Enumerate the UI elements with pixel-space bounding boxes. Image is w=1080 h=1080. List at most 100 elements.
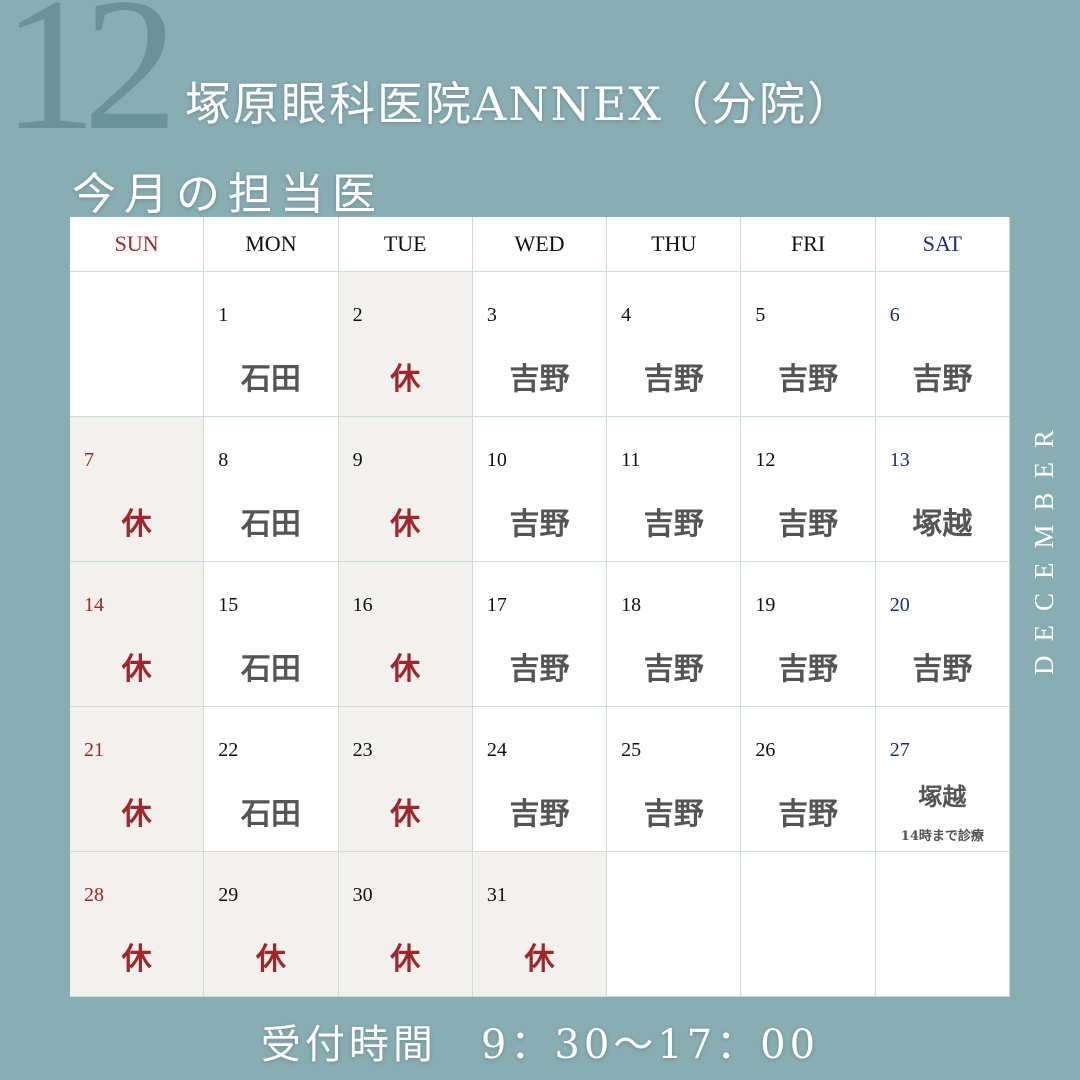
calendar-day-cell: 4 吉野 [607,272,742,417]
day-number: 16 [352,594,373,616]
doctor-name: 吉野 [643,507,704,542]
calendar-day-cell: 8 石田 [204,417,339,562]
page-subtitle: 今月の担当医 [72,169,384,220]
day-number: 10 [486,449,507,471]
calendar-day-cell: 18 吉野 [607,562,742,707]
doctor-name: 塚越 [918,782,967,811]
calendar-day-cell: 14 休 [70,562,205,707]
day-number: 15 [218,594,239,616]
day-number: 19 [755,594,776,616]
calendar-day-cell: 1 石田 [204,272,339,417]
calendar-day-cell: 6 吉野 [875,272,1010,417]
calendar-day-cell: 28 休 [70,852,205,997]
day-number: 3 [486,304,497,326]
doctor-name: 吉野 [912,652,973,687]
calendar-day-cell [607,852,742,997]
doctor-name: 吉野 [509,797,570,832]
calendar-day-cell [70,272,205,417]
closed-label: 休 [390,362,421,397]
doctor-name: 石田 [240,362,301,397]
calendar-day-cell: 5 吉野 [741,272,876,417]
calendar-day-cell: 17 吉野 [472,562,608,707]
calendar-day-cell: 19 吉野 [741,562,876,707]
day-number: 24 [486,739,507,761]
weekday-header-sun: SUN [70,217,205,272]
day-number: 12 [755,449,776,471]
day-number: 30 [352,884,373,906]
closed-label: 休 [255,942,286,977]
calendar-day-cell: 31 休 [472,852,608,997]
day-number: 29 [218,884,239,906]
closed-label: 休 [390,507,421,542]
day-number: 9 [352,449,363,471]
calendar-day-cell: 27 塚越 14時まで診療 [875,707,1010,852]
calendar-day-cell: 26 吉野 [741,707,876,852]
closed-label: 休 [524,942,555,977]
day-number: 7 [84,449,94,471]
calendar-day-cell: 25 吉野 [607,707,742,852]
closed-label: 休 [390,652,421,687]
day-number: 20 [889,594,910,616]
doctor-name: 吉野 [643,797,704,832]
closed-label: 休 [390,797,421,832]
calendar-day-cell: 13 塚越 [875,417,1010,562]
doctor-name: 吉野 [778,652,839,687]
day-number: 1 [218,304,229,326]
doctor-name: 石田 [240,652,301,687]
reception-hours: 受付時間 9：30〜17：00 [260,1022,820,1068]
calendar-day-cell: 10 吉野 [472,417,608,562]
day-number: 4 [621,304,632,326]
doctor-name: 吉野 [643,362,704,397]
doctor-name: 吉野 [509,362,570,397]
calendar-day-cell: 11 吉野 [607,417,742,562]
day-number: 2 [352,304,363,326]
day-note: 14時まで診療 [900,829,984,844]
day-number: 13 [889,449,910,471]
calendar-day-cell: 15 石田 [204,562,339,707]
doctor-name: 吉野 [643,652,704,687]
calendar-day-cell: 12 吉野 [741,417,876,562]
doctor-name: 吉野 [912,362,973,397]
day-number: 18 [621,594,642,616]
day-number: 5 [755,304,766,326]
month-number: 12 [2,0,178,170]
weekday-header-fri: FRI [741,217,876,272]
day-number: 28 [84,884,104,906]
day-number: 31 [486,884,507,906]
day-number: 11 [621,449,641,471]
closed-label: 休 [390,942,421,977]
day-number: 17 [486,594,507,616]
month-name-vertical: DECEMBER [1022,400,1066,690]
calendar-day-cell: 20 吉野 [875,562,1010,707]
calendar-day-cell [741,852,876,997]
calendar-day-cell: 3 吉野 [472,272,608,417]
day-number: 23 [352,739,373,761]
day-number: 26 [755,739,776,761]
calendar-day-cell [875,852,1010,997]
closed-label: 休 [121,507,152,542]
day-number: 8 [218,449,229,471]
doctor-name: 吉野 [509,652,570,687]
closed-label: 休 [121,652,152,687]
closed-label: 休 [121,942,152,977]
closed-label: 休 [121,797,152,832]
weekday-header-tue: TUE [338,217,473,272]
day-number: 6 [889,304,900,326]
weekday-header-thu: THU [607,217,742,272]
day-number: 21 [84,739,104,761]
doctor-name: 吉野 [778,797,839,832]
weekday-header-sat: SAT [875,217,1010,272]
calendar-day-cell: 16 休 [338,562,473,707]
calendar-day-cell: 29 休 [204,852,339,997]
doctor-name: 石田 [240,507,301,542]
calendar-day-cell: 21 休 [70,707,205,852]
calendar-day-cell: 23 休 [338,707,473,852]
weekday-header-mon: MON [204,217,339,272]
calendar-grid: SUN MON TUE WED THU FRI SAT 1 石田 2 休 3 吉野 4 吉野 5 吉野 6 吉野 7 休… [70,217,1010,997]
calendar-day-cell: 24 吉野 [472,707,608,852]
month-name: DECEMBER [1028,415,1059,675]
doctor-name: 塚越 [912,507,973,542]
doctor-name: 石田 [240,797,301,832]
